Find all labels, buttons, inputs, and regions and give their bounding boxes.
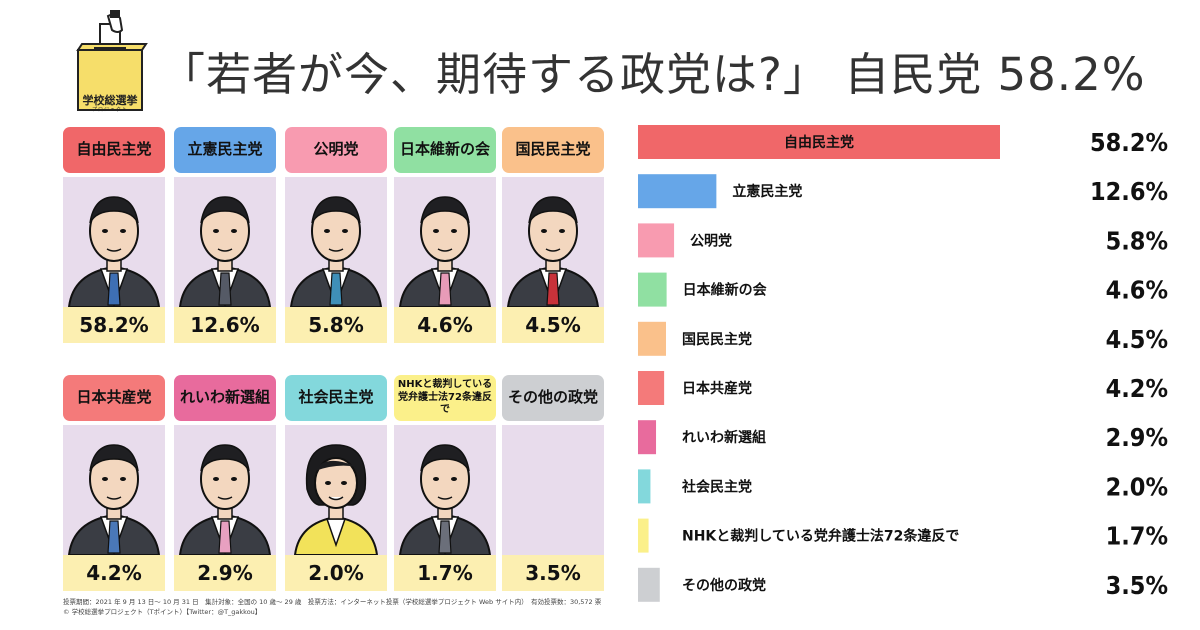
bar-value-label: 4.2% [1106, 374, 1168, 403]
portrait-illustration [174, 425, 276, 555]
logo-label: 学校総選挙 [82, 94, 138, 107]
bar-value-label: 5.8% [1106, 226, 1168, 255]
bar-value-label: 3.5% [1106, 571, 1168, 600]
ballot-box-icon [76, 10, 148, 111]
bar-category-label: れいわ新選組 [682, 429, 766, 446]
title-question: 「若者が今、期待する政党は?」 [160, 48, 829, 101]
portrait-illustration [394, 177, 496, 307]
party-card-percentage: 3.5% [502, 555, 604, 591]
party-card-percentage: 4.2% [63, 555, 165, 591]
bar-value-label: 4.6% [1106, 276, 1168, 305]
footnote-copyright: © 学校総選挙プロジェクト（Tポイント）【Twitter：@T_gakkou】 [63, 607, 262, 616]
bar [638, 469, 651, 504]
bar-value-label: 2.9% [1106, 423, 1168, 452]
party-card-label: 日本共産党 [63, 375, 165, 421]
bar [638, 223, 675, 258]
bar-category-label: NHKと裁判している党弁護士法72条違反で [682, 528, 959, 545]
party-card-label: れいわ新選組 [174, 375, 276, 421]
bar-category-label: 国民民主党 [682, 331, 752, 348]
bar-chart: 自由民主党 58.2% 立憲民主党 12.6% 公明党 5.8% 日本維新の会 4.6% 国民民… [620, 115, 1180, 615]
portrait-illustration [63, 177, 165, 307]
footnote: 投票期間：2021 年 9 月 13 日～ 10 月 31 日 集計対象：全国の… [63, 598, 623, 618]
bar [638, 272, 667, 307]
party-card-label: 自由民主党 [63, 127, 165, 173]
bar-category-label: 日本共産党 [682, 380, 752, 397]
party-card-label: 公明党 [285, 127, 387, 173]
bar-value-label: 12.6% [1090, 177, 1168, 206]
bar-value-label: 2.0% [1106, 472, 1168, 501]
portrait-illustration [394, 425, 496, 555]
party-card-label: 社会民主党 [285, 375, 387, 421]
bar-value-label: 4.5% [1106, 325, 1168, 354]
party-card-percentage: 4.5% [502, 307, 604, 343]
party-card-percentage: 58.2% [63, 307, 165, 343]
party-card-label: その他の政党 [502, 375, 604, 421]
bar-value-label: 1.7% [1106, 522, 1168, 551]
bar-category-label: 立憲民主党 [732, 183, 802, 200]
bar-category-label: 日本維新の会 [683, 282, 768, 299]
bar-chart-svg: 自由民主党 58.2% 立憲民主党 12.6% 公明党 5.8% 日本維新の会 4.6% 国民民… [638, 125, 1168, 602]
portrait-illustration [174, 177, 276, 307]
bar [638, 371, 665, 405]
footnote-survey-info: 投票期間：2021 年 9 月 13 日～ 10 月 31 日 集計対象：全国の… [63, 598, 602, 606]
party-card-percentage: 1.7% [394, 555, 496, 591]
portrait-illustration [63, 425, 165, 555]
bar-category-label: その他の政党 [682, 577, 766, 594]
party-card-label: 立憲民主党 [174, 127, 276, 173]
portrait-placeholder [502, 425, 604, 555]
title-result-value: 58.2% [997, 48, 1146, 101]
party-card-label: NHKと裁判している党弁護士法72条違反で [394, 375, 496, 421]
page-title: 「若者が今、期待する政党は?」 自民党 58.2% [160, 38, 1160, 108]
bar-value-label: 58.2% [1090, 128, 1168, 157]
party-card-percentage: 2.9% [174, 555, 276, 591]
title-result-party: 自民党 [844, 48, 983, 101]
party-card-percentage: 2.0% [285, 555, 387, 591]
party-card-percentage: 4.6% [394, 307, 496, 343]
bar [638, 518, 649, 553]
bar-category-label: 社会民主党 [681, 478, 752, 495]
party-card-percentage: 12.6% [174, 307, 276, 343]
bar [638, 567, 660, 602]
party-card-percentage: 5.8% [285, 307, 387, 343]
bar [638, 174, 717, 209]
project-logo: 学校総選挙 プロジェクト [70, 10, 150, 120]
bar [638, 420, 657, 455]
party-card-label: 国民民主党 [502, 127, 604, 173]
bar-category-label: 自由民主党 [784, 134, 854, 151]
logo-sublabel: プロジェクト [91, 107, 128, 113]
portrait-illustration [285, 425, 387, 555]
bar-category-label: 公明党 [690, 232, 732, 249]
portrait-illustration [285, 177, 387, 307]
portrait-illustration [502, 177, 604, 307]
bar [638, 125, 1000, 159]
party-card-label: 日本維新の会 [394, 127, 496, 173]
bar [638, 321, 666, 356]
